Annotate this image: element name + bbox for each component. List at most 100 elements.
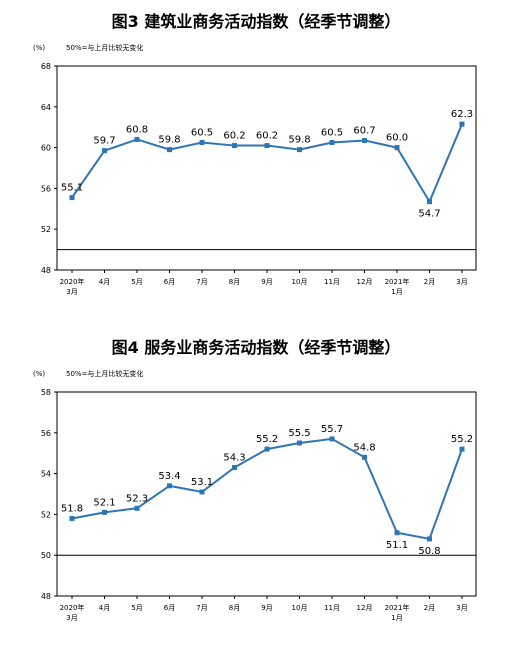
chart-4: 图4 服务业商务活动指数（经季节调整） (%) 50%=与上月比较无变化 48 50 5…: [0, 326, 512, 652]
x-tick-label: 3月: [456, 278, 467, 286]
x-tick-label: 1月: [391, 614, 402, 622]
x-tick-label: 3月: [456, 604, 467, 612]
x-tick-label: 9月: [261, 604, 272, 612]
data-point: [199, 489, 205, 495]
x-tick-label: 3月: [66, 614, 77, 622]
data-point: [329, 436, 335, 442]
series-line: [71, 437, 463, 541]
note-label: 50%=与上月比较无变化: [66, 369, 143, 378]
x-tick-label: 2021年: [385, 603, 410, 612]
data-label: 51.1: [386, 540, 408, 551]
y-tick-label: 48: [41, 266, 51, 275]
x-tick-label: 6月: [164, 278, 175, 286]
data-label: 60.7: [353, 125, 375, 136]
x-tick-label: 10月: [292, 278, 308, 286]
data-label: 60.5: [191, 128, 213, 139]
x-tick-label: 5月: [131, 278, 142, 286]
x-tick-label: 11月: [324, 278, 340, 286]
data-label: 60.2: [256, 131, 278, 142]
note-label: 50%=与上月比较无变化: [66, 43, 143, 52]
data-point: [459, 121, 465, 127]
data-label: 54.7: [418, 209, 440, 220]
data-label: 53.4: [158, 471, 180, 482]
data-point: [232, 143, 237, 149]
x-tick-label: 2020年: [60, 603, 85, 612]
data-point: [199, 140, 205, 145]
data-label: 60.2: [223, 131, 245, 142]
chart-title: 图3 建筑业商务活动指数（经季节调整）: [111, 12, 401, 31]
y-tick-label: 52: [41, 510, 51, 519]
data-point: [69, 195, 75, 201]
data-label: 53.1: [191, 477, 213, 488]
x-tick-label: 2月: [424, 604, 435, 612]
y-tick-label: 48: [41, 592, 51, 601]
x-tick-label: 4月: [99, 278, 110, 286]
y-tick-label: 54: [41, 470, 51, 479]
x-tick-label: 4月: [99, 604, 110, 612]
data-point: [134, 136, 140, 142]
y-tick-label: 52: [41, 225, 51, 234]
data-point: [264, 446, 270, 452]
x-tick-label: 3月: [66, 288, 77, 296]
chart-3: 图3 建筑业商务活动指数（经季节调整） (%) 50%=与上月比较无变化 48 52 5…: [33, 12, 477, 296]
data-label: 52.3: [126, 493, 148, 504]
x-tick-label: 7月: [196, 604, 207, 612]
data-label: 59.8: [288, 135, 310, 146]
data-point: [232, 464, 237, 470]
data-label: 60.5: [321, 128, 343, 139]
x-tick-label: 8月: [229, 278, 240, 286]
x-tick-label: 6月: [164, 604, 175, 612]
chart-4-plot: (%) 50%=与上月比较无变化 48 50 52 54 56 58 2020年 3月 4月 5月 6月…: [33, 369, 477, 622]
x-tick-label: 8月: [229, 604, 240, 612]
y-tick-label: 56: [41, 184, 51, 193]
data-point: [427, 199, 432, 205]
x-tick-label: 10月: [292, 604, 308, 612]
data-point: [102, 148, 107, 154]
data-label: 60.8: [126, 124, 148, 135]
data-point: [69, 515, 75, 521]
data-point: [167, 147, 172, 153]
y-tick-label: 64: [41, 103, 51, 112]
data-point: [167, 483, 172, 489]
data-label: 55.2: [256, 434, 278, 445]
data-point: [459, 446, 465, 452]
unit-label: (%): [33, 44, 45, 52]
data-point: [297, 440, 302, 446]
data-point: [329, 140, 335, 145]
y-tick-label: 58: [41, 388, 51, 397]
data-label: 50.8: [418, 546, 440, 557]
data-label: 62.3: [451, 109, 473, 120]
data-point: [394, 145, 400, 151]
x-tick-label: 12月: [357, 278, 373, 286]
data-label: 51.8: [61, 503, 83, 514]
data-label: 55.1: [61, 183, 83, 194]
y-tick-label: 56: [41, 429, 51, 438]
data-point: [102, 509, 107, 515]
y-tick-label: 50: [41, 551, 51, 560]
data-point: [362, 454, 367, 460]
x-tick-label: 7月: [196, 278, 207, 286]
x-tick-label: 11月: [324, 604, 340, 612]
data-point: [134, 505, 140, 511]
y-tick-label: 68: [41, 62, 51, 71]
data-label: 60.0: [386, 133, 408, 144]
data-label: 59.7: [93, 136, 115, 147]
data-label: 52.1: [93, 497, 115, 508]
data-point: [297, 147, 302, 153]
unit-label: (%): [33, 370, 45, 378]
data-point: [362, 137, 367, 143]
x-tick-label: 2020年: [60, 277, 85, 286]
data-label: 55.5: [288, 428, 310, 439]
plot-frame: [56, 65, 477, 271]
data-point: [264, 143, 270, 149]
x-tick-label: 12月: [357, 604, 373, 612]
data-label: 54.8: [353, 442, 375, 453]
x-tick-label: 2月: [424, 278, 435, 286]
x-tick-label: 5月: [131, 604, 142, 612]
x-tick-label: 1月: [391, 288, 402, 296]
data-point: [394, 530, 400, 536]
chart-3-plot: (%) 50%=与上月比较无变化 48 52 56 60 64 68 2020年 3月 4月 5月 6月…: [33, 43, 477, 296]
data-label: 54.3: [223, 452, 245, 463]
x-tick-label: 9月: [261, 278, 272, 286]
y-tick-label: 60: [41, 144, 51, 153]
